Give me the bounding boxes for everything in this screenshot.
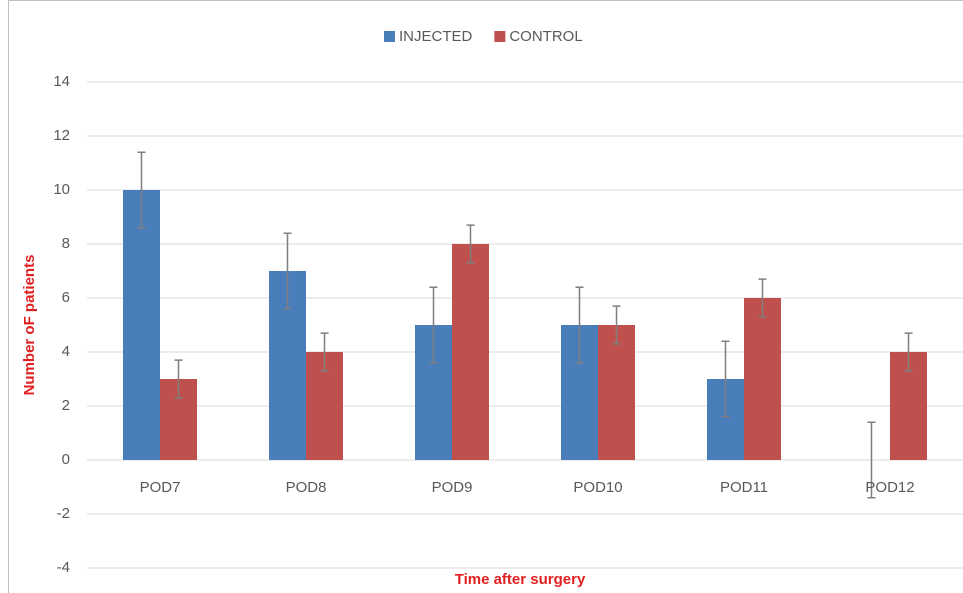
legend-swatch — [384, 31, 395, 42]
error-bar — [904, 332, 913, 372]
y-tick-label: 14 — [53, 73, 70, 90]
y-tick-label: 10 — [53, 181, 70, 198]
x-tick-label: POD9 — [432, 479, 473, 496]
y-tick-label: -4 — [57, 559, 70, 576]
bar — [744, 298, 781, 460]
error-bar — [174, 359, 183, 399]
error-bar — [721, 340, 730, 418]
y-tick-label: 6 — [62, 289, 70, 306]
error-bar — [466, 224, 475, 264]
x-tick-label: POD10 — [573, 479, 622, 496]
bar — [123, 190, 160, 460]
y-tick-label: 8 — [62, 235, 70, 252]
bar — [452, 244, 489, 460]
x-tick-label: POD8 — [286, 479, 327, 496]
legend-swatch — [494, 31, 506, 42]
y-tick-label: 4 — [62, 343, 70, 360]
y-tick-label: -2 — [57, 505, 70, 522]
legend-label: INJECTED — [399, 28, 473, 45]
x-tick-label: POD11 — [720, 479, 768, 496]
y-tick-label: 12 — [53, 127, 70, 144]
y-tick-label: 2 — [62, 397, 70, 414]
error-bar — [575, 286, 584, 364]
error-bar — [320, 332, 329, 372]
error-bar — [612, 305, 621, 345]
error-bar — [758, 278, 767, 318]
x-tick-label: POD12 — [865, 479, 914, 496]
y-axis-label: Number oF patients — [21, 255, 38, 396]
error-bar — [137, 151, 146, 229]
error-bar — [429, 286, 438, 364]
bar — [598, 325, 635, 460]
legend-label: CONTROL — [509, 28, 582, 45]
error-bar — [867, 421, 876, 499]
error-bar — [283, 232, 292, 310]
x-tick-label: POD7 — [140, 479, 181, 496]
y-tick-label: 0 — [62, 451, 70, 468]
x-axis-label: Time after surgery — [455, 571, 586, 588]
